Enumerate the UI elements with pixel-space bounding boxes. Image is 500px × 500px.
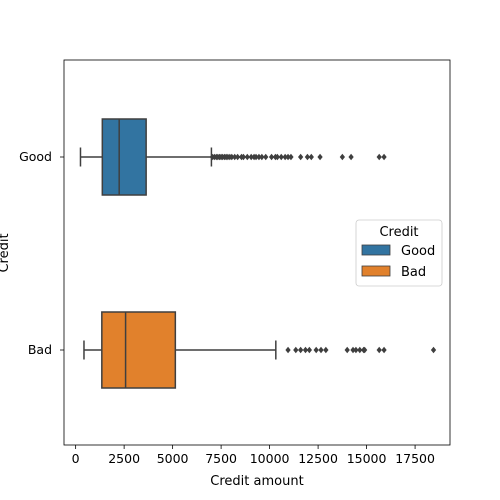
- outlier-point: [278, 153, 284, 161]
- outlier-point: [317, 153, 323, 161]
- outlier-point: [259, 153, 265, 161]
- outlier-point: [313, 346, 319, 354]
- outlier-point: [248, 153, 254, 161]
- iqr-box: [101, 311, 177, 389]
- x-tick-label: 12500: [298, 451, 338, 466]
- outlier-point: [298, 346, 304, 354]
- outlier-point: [285, 153, 291, 161]
- outlier-point: [339, 153, 345, 161]
- outlier-point: [268, 153, 275, 161]
- outlier-point: [234, 153, 241, 161]
- x-tick-label: 5000: [157, 451, 189, 466]
- outlier-point: [244, 153, 250, 161]
- x-tick-label: 10000: [250, 451, 290, 466]
- outlier-point: [344, 346, 350, 354]
- box-plot-series: [79, 118, 437, 389]
- x-tick-label: 15000: [347, 451, 387, 466]
- outlier-point: [306, 346, 313, 354]
- x-tick-label: 17500: [395, 451, 435, 466]
- outlier-point: [350, 346, 356, 354]
- outlier-point: [298, 153, 304, 161]
- outlier-point: [232, 153, 238, 161]
- box-bad: [83, 311, 437, 389]
- outlier-point: [293, 346, 299, 354]
- y-axis: Good Bad: [19, 149, 64, 357]
- y-tick-label: Bad: [28, 342, 52, 357]
- x-tick-label: 0: [72, 451, 80, 466]
- outlier-point: [348, 153, 354, 161]
- outlier-point: [362, 346, 368, 354]
- outlier-point: [302, 346, 309, 354]
- legend-swatch-good: [361, 244, 391, 256]
- outlier-point: [318, 346, 324, 354]
- legend-swatch-bad: [361, 265, 391, 277]
- outlier-point: [376, 346, 382, 354]
- outlier-point: [240, 153, 247, 161]
- x-tick-label: 2500: [108, 451, 140, 466]
- outlier-point: [263, 153, 269, 161]
- outlier-point: [256, 153, 262, 161]
- outlier-point: [430, 346, 437, 354]
- iqr-box: [101, 118, 147, 196]
- x-axis: 0 2500 5000 7500 10000 12500 15000 17500: [72, 445, 435, 466]
- outlier-point: [308, 153, 314, 161]
- y-tick-label: Good: [19, 149, 52, 164]
- outlier-point: [353, 346, 359, 354]
- outlier-point: [282, 153, 288, 161]
- x-tick-label: 7500: [205, 451, 237, 466]
- y-axis-label: Credit: [0, 233, 12, 272]
- legend-title: Credit: [379, 225, 418, 240]
- box-good: [79, 118, 387, 196]
- outlier-point: [304, 153, 311, 161]
- outlier-point: [357, 346, 363, 354]
- legend: Credit Good Bad: [355, 219, 443, 287]
- outlier-point: [381, 153, 387, 161]
- outlier-point: [253, 153, 259, 161]
- outlier-point: [381, 346, 387, 354]
- outlier-point: [376, 153, 382, 161]
- outlier-point: [285, 346, 291, 354]
- outlier-point: [274, 153, 281, 161]
- outlier-point: [229, 153, 235, 161]
- outlier-point: [288, 153, 294, 161]
- x-axis-label: Credit amount: [210, 474, 303, 489]
- plot-frame: [63, 59, 451, 446]
- legend-label-bad: Bad: [401, 265, 426, 280]
- outlier-point: [323, 346, 329, 354]
- legend-label-good: Good: [401, 244, 435, 259]
